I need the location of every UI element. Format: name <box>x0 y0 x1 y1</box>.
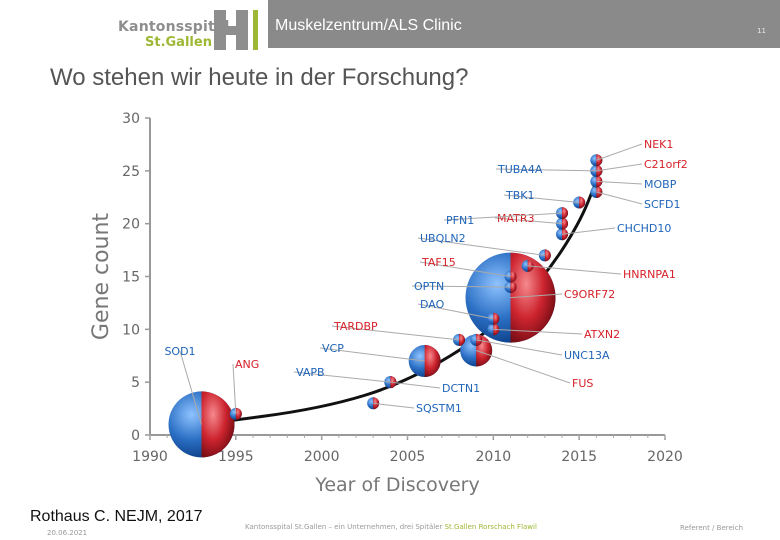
x-tick-label: 2010 <box>476 449 512 465</box>
leader-line <box>495 168 597 172</box>
page-number: 11 <box>757 27 766 35</box>
leader-line <box>319 347 425 362</box>
bubble-half-pfn1 <box>562 207 568 220</box>
gene-label-tardbp: TARDBP <box>333 320 378 333</box>
leader-line <box>527 265 622 275</box>
x-tick-label: 2015 <box>561 449 597 465</box>
gene-label-optn: OPTN <box>414 280 444 293</box>
leader-line <box>232 363 237 414</box>
y-tick-label: 10 <box>122 322 140 338</box>
logo-line2: St.Gallen <box>145 35 212 50</box>
hospital-logo: Kantonsspital St.Gallen <box>0 0 268 50</box>
gene-label-ang: ANG <box>235 358 259 371</box>
gene-label-scfd1: SCFD1 <box>644 198 680 211</box>
gene-label-dao: DAO <box>420 298 445 311</box>
leader-line <box>293 371 391 383</box>
bubble-half-dao <box>493 312 500 325</box>
gene-label-ubqln2: UBQLN2 <box>420 232 466 245</box>
bubble-half-nek1 <box>596 154 603 167</box>
bubble-half-sod1 <box>201 391 235 458</box>
footer-org-sites: St.Gallen Rorschach Flawil <box>444 523 537 531</box>
clinic-name: Muskelzentrum/ALS Clinic <box>275 17 462 34</box>
gene-label-sqstm1: SQSTM1 <box>416 402 462 415</box>
x-tick-label: 2020 <box>647 449 683 465</box>
y-tick-label: 20 <box>122 217 140 233</box>
x-tick-label: 2005 <box>390 449 426 465</box>
leader-line <box>417 303 494 320</box>
footer-presenter: Referent / Bereich <box>680 524 744 532</box>
leader-line <box>417 237 545 256</box>
leader-line <box>494 217 563 225</box>
gene-label-tuba4a: TUBA4A <box>497 163 543 176</box>
leader-line <box>596 180 643 185</box>
leader-line <box>331 325 460 341</box>
leader-line <box>561 227 616 235</box>
gene-label-unc13a: UNC13A <box>564 349 610 362</box>
bubble-half-ang <box>235 407 242 420</box>
gene-label-fus: FUS <box>572 377 593 390</box>
leader-line <box>419 261 511 277</box>
leader-line <box>443 212 563 221</box>
bubble-half-scfd1 <box>596 185 603 198</box>
y-tick-label: 0 <box>131 428 140 444</box>
leader-line <box>476 339 563 356</box>
y-axis-title: Gene count <box>89 213 114 340</box>
bubble-half-vcp <box>424 345 441 378</box>
bubble-half-optn <box>510 281 517 294</box>
gene-discovery-chart: 0 5 10 15 20 25 30 1990 1995 2000 2005 2010 2015 2020… <box>89 111 688 496</box>
footer-date: 20.06.2021 <box>47 529 88 537</box>
gene-label-chchd10: CHCHD10 <box>617 222 671 235</box>
leader-line <box>179 350 202 425</box>
x-tick-label: 1990 <box>132 449 168 465</box>
leader-line <box>510 293 563 299</box>
bubble-half-tbk1 <box>579 196 586 209</box>
leader-line <box>373 402 415 409</box>
x-tick-label: 2000 <box>304 449 340 465</box>
gene-label-hnrnpa1: HNRNPA1 <box>623 268 676 281</box>
citation: Rothaus C. NEJM, 2017 <box>30 508 203 525</box>
y-tick-label: 15 <box>122 270 140 286</box>
leader-line <box>596 163 643 172</box>
gene-label-atxn2: ATXN2 <box>584 328 620 341</box>
leader-line <box>390 381 441 389</box>
bubble-half-matr3 <box>562 217 568 230</box>
gene-label-pfn1: PFN1 <box>446 214 474 227</box>
gene-label-c9orf72: C9ORF72 <box>564 288 615 301</box>
gene-label-taf15: TAF15 <box>421 256 456 269</box>
leader-line <box>596 191 643 205</box>
footer-organization: Kantonsspital St.Gallen – ein Unternehme… <box>245 523 537 531</box>
gene-label-c21orf2: C21orf2 <box>644 158 688 171</box>
footer-org-prefix: Kantonsspital St.Gallen – ein Unternehme… <box>245 523 443 531</box>
slide-title: Wo stehen wir heute in der Forschung? <box>50 64 469 91</box>
y-tick-label: 25 <box>122 164 140 180</box>
gene-label-vapb: VAPB <box>296 366 325 379</box>
gene-label-tbk1: TBK1 <box>505 189 534 202</box>
leader-line <box>493 328 583 335</box>
x-axis-title: Year of Discovery <box>314 474 480 496</box>
bubble-half-ubqln2 <box>544 249 551 262</box>
x-tick-label: 1995 <box>218 449 254 465</box>
gene-label-nek1: NEK1 <box>644 138 673 151</box>
y-tick-label: 30 <box>122 111 140 127</box>
leader-line <box>503 194 580 204</box>
bubble-half-c9orf72 <box>510 252 556 343</box>
bubble-half-tardbp <box>459 333 466 346</box>
gene-label-mobp: MOBP <box>644 178 677 191</box>
bubble-half-unc13a <box>476 333 483 346</box>
gene-label-sod1: SOD1 <box>164 345 195 358</box>
gene-label-vcp: VCP <box>322 342 344 355</box>
gene-label-matr3: MATR3 <box>497 212 535 225</box>
leader-line <box>411 285 511 288</box>
logo-line1: Kantonsspital <box>118 19 230 35</box>
leader-line <box>476 349 571 384</box>
logo-h-icon <box>214 10 258 50</box>
leader-line <box>596 143 643 161</box>
bubble-half-taf15 <box>510 270 517 283</box>
title-bar: Muskelzentrum/ALS Clinic 11 <box>268 0 780 48</box>
gene-label-dctn1: DCTN1 <box>442 382 480 395</box>
y-tick-label: 5 <box>131 375 140 391</box>
